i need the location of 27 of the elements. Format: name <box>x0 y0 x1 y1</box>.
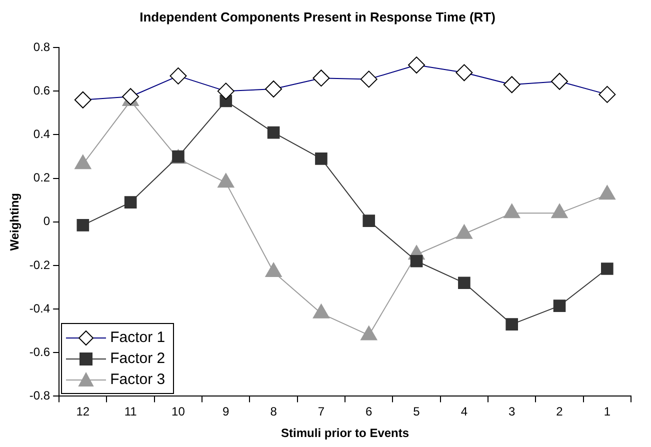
y-tick-label: 0.4 <box>33 127 50 142</box>
y-tick-label: 0.6 <box>33 83 50 98</box>
x-tick-label: 12 <box>76 404 90 419</box>
x-tick-label: 11 <box>124 404 138 419</box>
y-tick-label: 0 <box>43 214 50 228</box>
x-tick-label: 10 <box>172 404 186 419</box>
y-tick-label: -0.4 <box>29 301 50 316</box>
y-tick-label: 0.2 <box>33 170 50 185</box>
chart-title: Independent Components Present in Response Time (RT) <box>140 9 496 24</box>
x-tick-label: 3 <box>508 404 516 419</box>
y-tick-label: -0.8 <box>29 388 50 403</box>
legend-label: Factor 2 <box>110 350 166 368</box>
x-tick-label: 8 <box>270 404 278 419</box>
x-tick-label: 4 <box>460 404 468 419</box>
legend-label: Factor 1 <box>110 329 166 346</box>
x-tick-label: 1 <box>604 404 611 419</box>
x-tick-label: 5 <box>413 404 420 419</box>
y-axis-title: Weighting <box>8 193 22 251</box>
y-tick-label: -0.6 <box>29 344 50 359</box>
x-axis-title: Stimuli prior to Events <box>281 426 410 440</box>
x-tick-label: 6 <box>366 404 373 419</box>
legend-label: Factor 3 <box>110 371 166 388</box>
y-tick-label: 0.8 <box>33 40 50 54</box>
x-tick-label: 9 <box>222 404 230 419</box>
x-tick-label: 2 <box>556 404 564 419</box>
x-tick-label: 7 <box>318 404 325 419</box>
y-tick-label: -0.2 <box>29 258 50 272</box>
